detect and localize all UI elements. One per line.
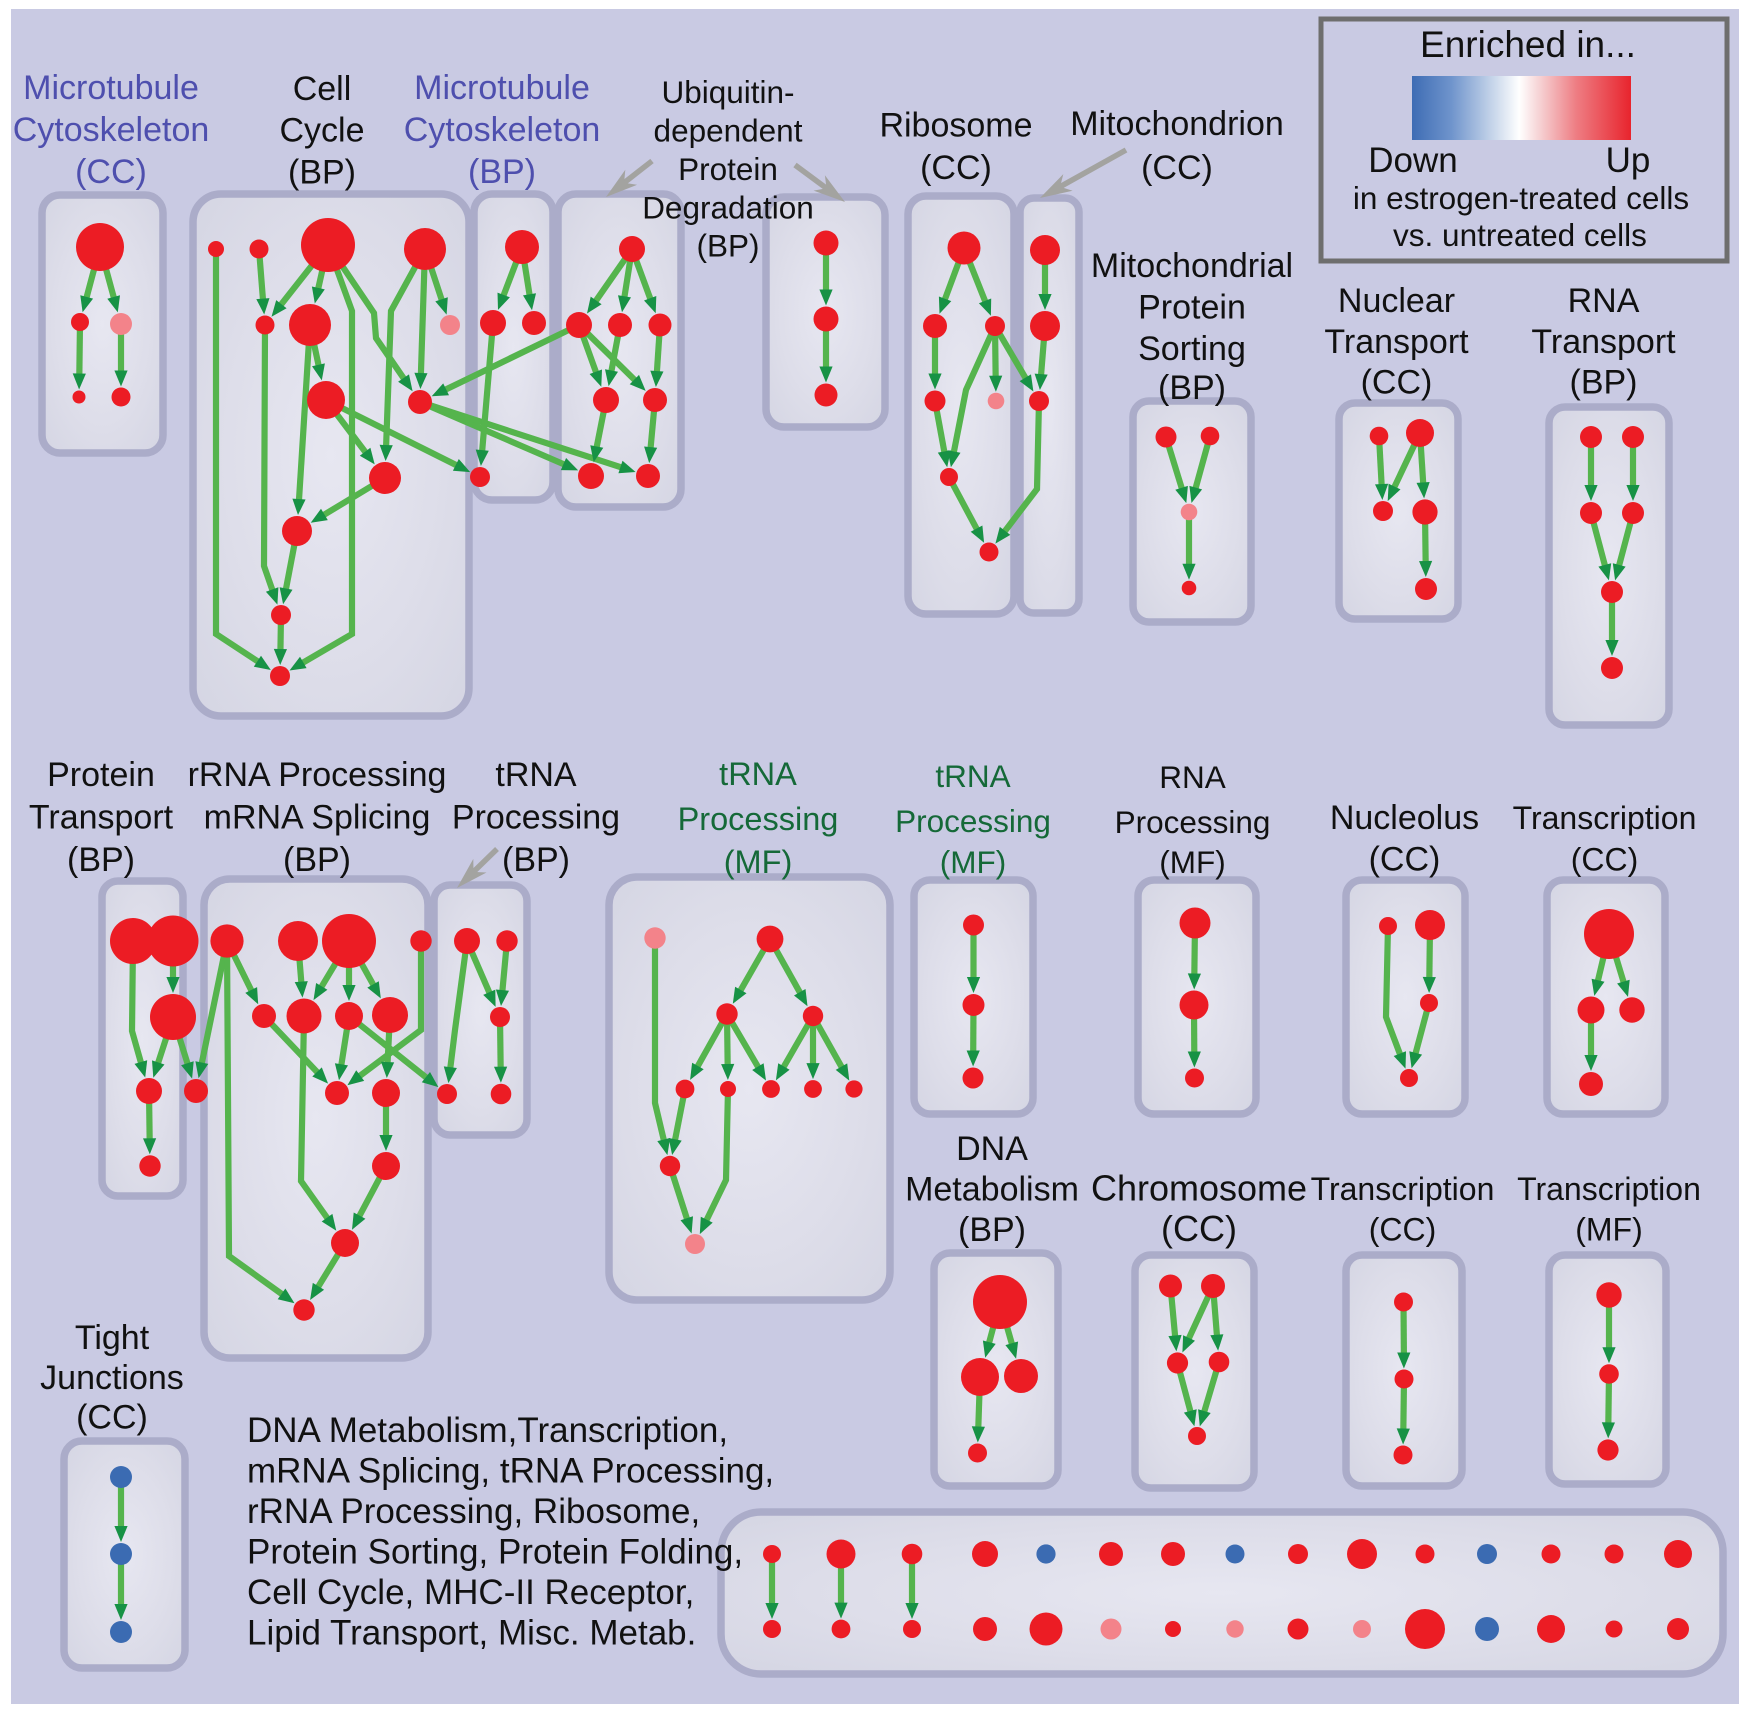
svg-text:RNA: RNA xyxy=(1159,759,1226,795)
svg-text:Cytoskeleton: Cytoskeleton xyxy=(404,111,601,149)
svg-text:tRNA: tRNA xyxy=(719,756,797,792)
svg-text:Mitochondrion: Mitochondrion xyxy=(1070,105,1284,143)
svg-text:Chromosome: Chromosome xyxy=(1091,1168,1307,1209)
svg-text:Protein Sorting, Protein Foldi: Protein Sorting, Protein Folding, xyxy=(247,1533,743,1572)
svg-text:Lipid Transport, Misc. Metab.: Lipid Transport, Misc. Metab. xyxy=(247,1614,696,1653)
svg-text:(BP): (BP) xyxy=(468,153,536,191)
svg-text:Sorting: Sorting xyxy=(1138,330,1246,368)
svg-text:(CC): (CC) xyxy=(1161,1208,1237,1249)
svg-text:(BP): (BP) xyxy=(1570,364,1638,402)
svg-text:(MF): (MF) xyxy=(724,844,793,880)
svg-text:Protein: Protein xyxy=(47,756,155,794)
svg-text:Processing: Processing xyxy=(895,803,1051,839)
svg-text:(CC): (CC) xyxy=(920,149,992,187)
svg-text:mRNA Splicing, tRNA Processing: mRNA Splicing, tRNA Processing, xyxy=(247,1452,774,1491)
svg-text:Processing: Processing xyxy=(678,801,839,837)
svg-text:(BP): (BP) xyxy=(288,154,356,192)
svg-text:Microtubule: Microtubule xyxy=(414,69,590,107)
svg-text:(BP): (BP) xyxy=(697,228,760,264)
svg-text:(BP): (BP) xyxy=(283,841,351,879)
svg-text:(BP): (BP) xyxy=(502,841,570,879)
svg-text:tRNA: tRNA xyxy=(495,756,577,794)
svg-text:(MF): (MF) xyxy=(940,844,1006,880)
svg-text:Enriched in...: Enriched in... xyxy=(1420,24,1636,65)
svg-text:(CC): (CC) xyxy=(1141,149,1213,187)
svg-text:Transport: Transport xyxy=(29,799,174,837)
svg-text:(MF): (MF) xyxy=(1159,844,1225,880)
svg-text:Nuclear: Nuclear xyxy=(1338,282,1455,320)
svg-text:mRNA Splicing: mRNA Splicing xyxy=(204,799,431,837)
svg-text:Metabolism: Metabolism xyxy=(905,1171,1079,1209)
svg-text:rRNA Processing, Ribosome,: rRNA Processing, Ribosome, xyxy=(247,1492,700,1531)
svg-text:Cycle: Cycle xyxy=(279,112,364,150)
svg-text:dependent: dependent xyxy=(654,113,803,149)
svg-text:Microtubule: Microtubule xyxy=(23,69,199,107)
svg-text:DNA Metabolism,Transcription,: DNA Metabolism,Transcription, xyxy=(247,1411,728,1450)
svg-text:Tight: Tight xyxy=(75,1319,150,1357)
svg-text:(CC): (CC) xyxy=(1571,842,1639,878)
svg-text:Ubiquitin-: Ubiquitin- xyxy=(661,74,794,110)
svg-text:(BP): (BP) xyxy=(67,841,135,879)
svg-text:RNA: RNA xyxy=(1568,282,1640,320)
svg-text:Up: Up xyxy=(1606,141,1651,180)
svg-text:Transport: Transport xyxy=(1531,323,1676,361)
svg-text:Transcription: Transcription xyxy=(1311,1171,1495,1207)
svg-text:(CC): (CC) xyxy=(1369,1212,1437,1248)
svg-text:Transcription: Transcription xyxy=(1517,1171,1701,1207)
svg-text:rRNA Processing: rRNA Processing xyxy=(188,756,447,794)
svg-text:(BP): (BP) xyxy=(958,1211,1026,1249)
svg-text:Ribosome: Ribosome xyxy=(879,107,1032,145)
svg-text:Transport: Transport xyxy=(1324,323,1469,361)
svg-text:(CC): (CC) xyxy=(1361,364,1433,402)
svg-text:Cytoskeleton: Cytoskeleton xyxy=(13,111,210,149)
svg-text:Protein: Protein xyxy=(678,151,778,187)
svg-text:Processing: Processing xyxy=(1115,804,1271,840)
svg-text:Processing: Processing xyxy=(452,799,620,837)
svg-text:Cell Cycle, MHC-II Receptor,: Cell Cycle, MHC-II Receptor, xyxy=(247,1573,694,1612)
svg-text:(MF): (MF) xyxy=(1575,1212,1643,1248)
svg-text:Down: Down xyxy=(1368,141,1457,180)
svg-text:(CC): (CC) xyxy=(75,153,147,191)
svg-text:DNA: DNA xyxy=(956,1130,1028,1168)
svg-text:Cell: Cell xyxy=(293,70,352,108)
svg-text:Transcription: Transcription xyxy=(1513,800,1697,836)
svg-text:Degradation: Degradation xyxy=(642,190,814,226)
svg-text:Junctions: Junctions xyxy=(40,1359,184,1397)
svg-text:in estrogen-treated cells: in estrogen-treated cells xyxy=(1353,180,1689,216)
svg-text:tRNA: tRNA xyxy=(935,758,1010,794)
svg-text:Protein: Protein xyxy=(1138,289,1246,327)
svg-text:vs. untreated cells: vs. untreated cells xyxy=(1393,217,1647,253)
svg-text:(BP): (BP) xyxy=(1158,369,1226,407)
svg-text:Mitochondrial: Mitochondrial xyxy=(1091,247,1293,285)
svg-text:(CC): (CC) xyxy=(1369,841,1441,879)
svg-text:Nucleolus: Nucleolus xyxy=(1330,799,1479,837)
svg-text:(CC): (CC) xyxy=(76,1399,148,1437)
